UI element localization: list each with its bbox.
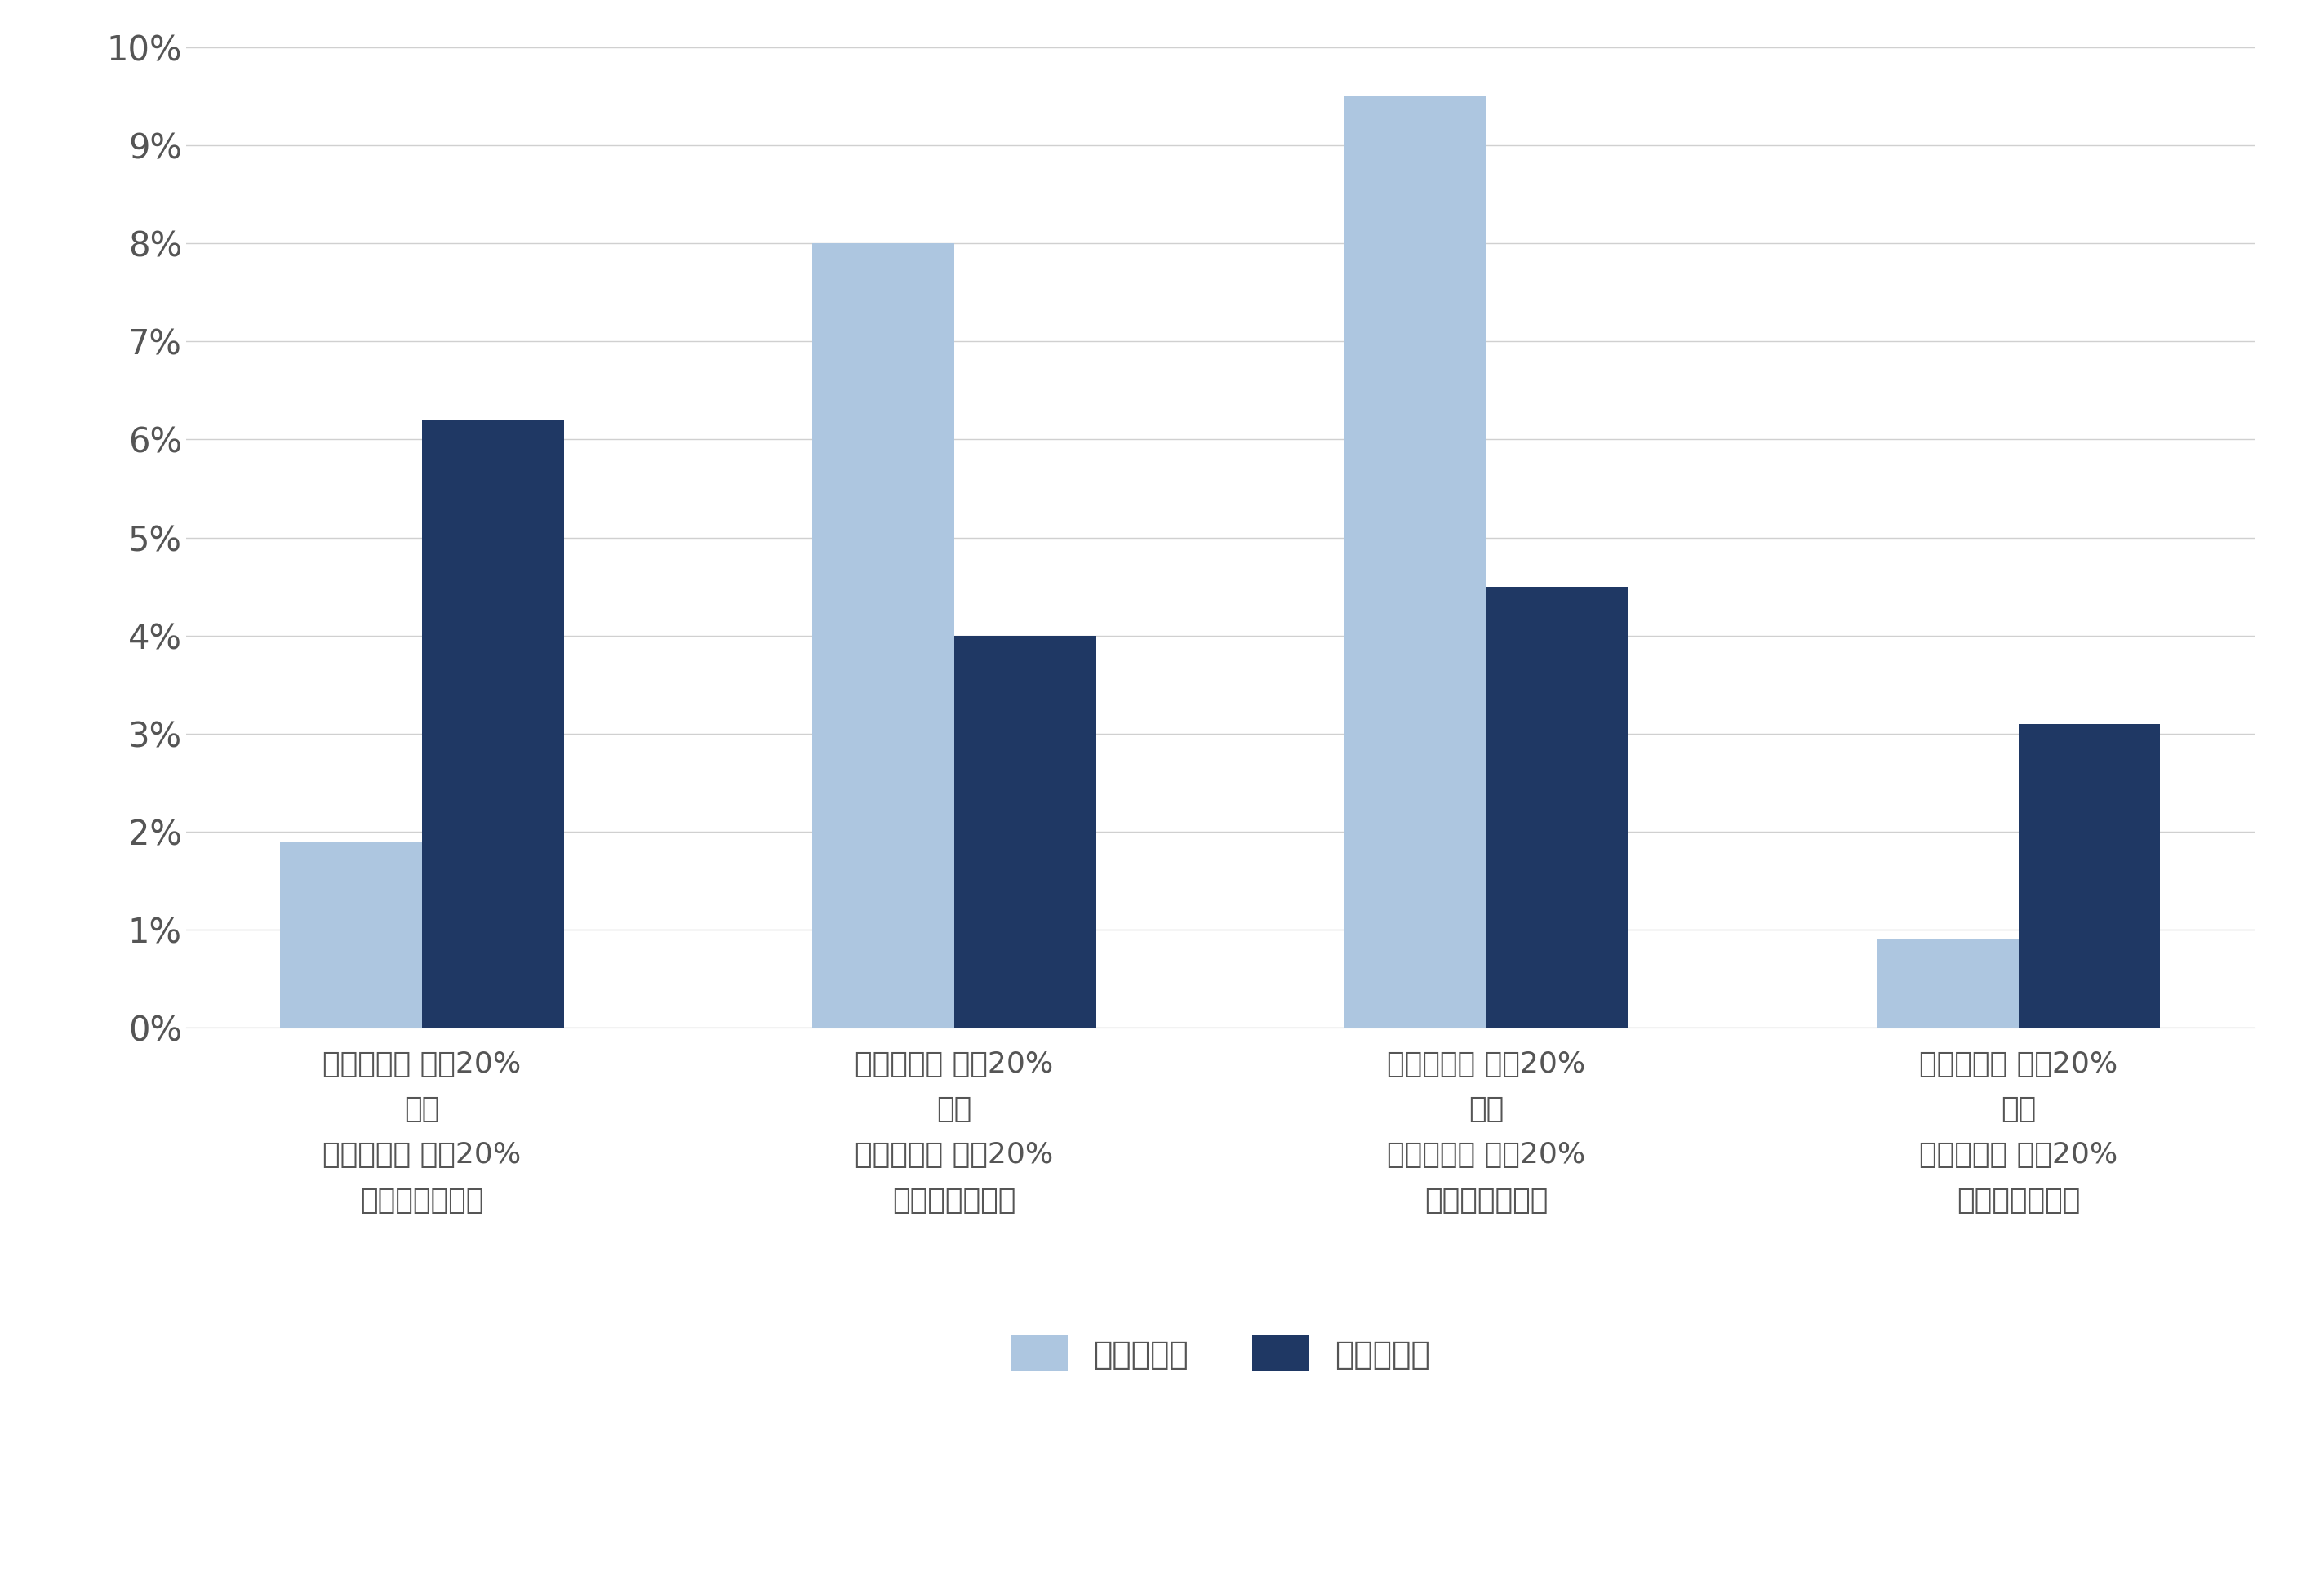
Bar [423, 421, 565, 1028]
Bar [2017, 724, 2161, 1028]
Bar [279, 841, 423, 1028]
Bar [1875, 939, 2017, 1028]
Bar [955, 636, 1097, 1028]
Bar [1485, 587, 1629, 1028]
Bar [1343, 96, 1485, 1028]
Bar [811, 243, 955, 1028]
Legend: 令和５年度, 令和６年度: 令和５年度, 令和６年度 [997, 1322, 1443, 1385]
